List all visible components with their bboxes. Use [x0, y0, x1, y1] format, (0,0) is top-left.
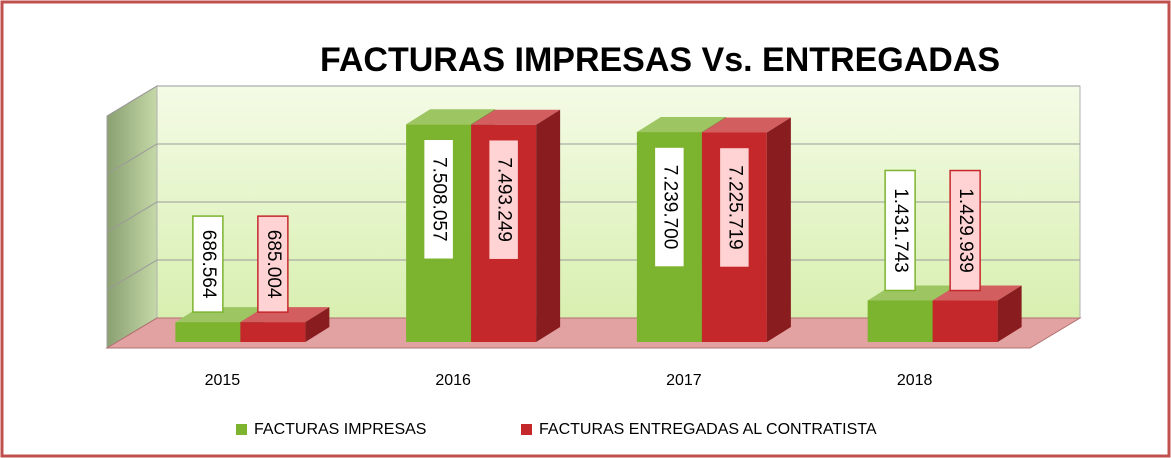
value-label-box — [884, 169, 916, 292]
bar-front — [867, 300, 933, 342]
value-label-box — [257, 215, 289, 313]
legend-swatch — [236, 424, 247, 435]
value-label: 1.429.939 — [955, 188, 976, 273]
value-label: 7.508.057 — [429, 157, 450, 242]
value-label: 7.239.700 — [659, 165, 680, 250]
chart-title: FACTURAS IMPRESAS Vs. ENTREGADAS — [320, 41, 1000, 79]
x-tick-label: 2016 — [435, 372, 471, 389]
value-label-box — [653, 146, 686, 268]
x-tick-label: 2017 — [666, 372, 702, 389]
value-label-box — [949, 169, 981, 292]
bar-side — [305, 307, 330, 342]
value-label-box — [192, 215, 224, 313]
value-label: 7.493.249 — [494, 157, 515, 242]
grid-line — [106, 85, 1080, 117]
bar-top — [701, 117, 791, 133]
bar — [932, 285, 1022, 342]
bar-front — [240, 322, 306, 342]
bar-top — [406, 109, 496, 125]
value-label: 7.225.719 — [724, 165, 745, 250]
legend-label: FACTURAS IMPRESAS — [254, 421, 426, 438]
bar-side — [997, 285, 1022, 342]
floor — [105, 317, 1082, 349]
value-label-box — [487, 138, 520, 261]
bar-side — [766, 117, 791, 342]
value-label: 686.564 — [198, 230, 219, 299]
legend-swatch — [521, 424, 532, 435]
bar-side — [536, 109, 561, 343]
value-label: 1.431.743 — [890, 188, 911, 273]
value-label: 685.004 — [263, 230, 284, 299]
value-label-box — [718, 146, 751, 269]
bar-top — [471, 109, 561, 125]
legend-label: FACTURAS ENTREGADAS AL CONTRATISTA — [539, 421, 877, 438]
x-tick-label: 2018 — [897, 372, 933, 389]
x-tick-label: 2015 — [205, 372, 241, 389]
value-label-box — [422, 138, 455, 261]
bar-front — [175, 322, 241, 342]
bar-front — [932, 300, 998, 342]
bar-top — [636, 117, 726, 133]
